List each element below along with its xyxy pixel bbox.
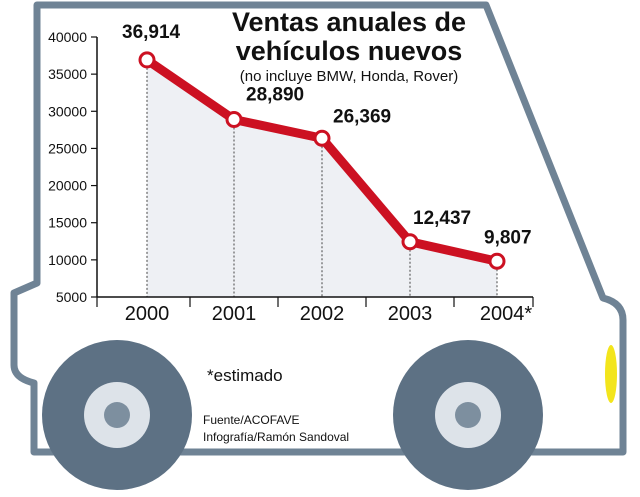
data-point	[138, 51, 156, 69]
rear-wheel	[42, 340, 192, 490]
y-tick-label: 25000	[48, 140, 87, 156]
data-labels: 36,914 28,890 26,369 12,437 9,807	[122, 22, 532, 248]
y-tick-label: 10000	[48, 252, 87, 268]
data-label: 36,914	[122, 22, 181, 43]
y-tick-label: 15000	[48, 215, 87, 231]
data-label: 26,369	[333, 106, 391, 127]
y-axis-ticks: 5000 10000 15000 20000 25000 30000 35000 40000	[48, 29, 97, 305]
x-tick-label: 2002	[300, 303, 345, 325]
headlight	[605, 345, 617, 403]
chart-title-line2: vehículos nuevos	[236, 36, 463, 66]
x-tick-label: 2003	[388, 303, 433, 325]
data-point	[488, 252, 506, 270]
x-axis-ticks: 2000 2001 2002 2003 2004*	[96, 297, 534, 325]
chart-subtitle: (no incluye BMW, Honda, Rover)	[240, 68, 458, 85]
data-point	[401, 233, 419, 251]
infographic-credit: Infografía/Ramón Sandoval	[203, 430, 349, 444]
data-label: 12,437	[413, 208, 471, 229]
y-tick-label: 35000	[48, 66, 87, 82]
y-tick-label: 30000	[48, 103, 87, 119]
estimate-note: *estimado	[207, 366, 283, 385]
x-tick-label: 2004*	[480, 303, 532, 325]
data-point	[225, 111, 243, 129]
data-markers	[138, 51, 506, 270]
data-label: 9,807	[484, 227, 532, 248]
y-tick-label: 40000	[48, 29, 87, 45]
front-wheel	[393, 340, 543, 490]
chart-title-line1: Ventas anuales de	[232, 7, 466, 37]
data-point	[313, 129, 331, 147]
x-tick-label: 2001	[212, 303, 257, 325]
source-credit: Fuente/ACOFAVE	[203, 413, 300, 427]
data-label: 28,890	[246, 85, 304, 106]
y-tick-label: 20000	[48, 178, 87, 194]
x-tick-label: 2000	[125, 303, 170, 325]
y-tick-label: 5000	[56, 289, 87, 305]
